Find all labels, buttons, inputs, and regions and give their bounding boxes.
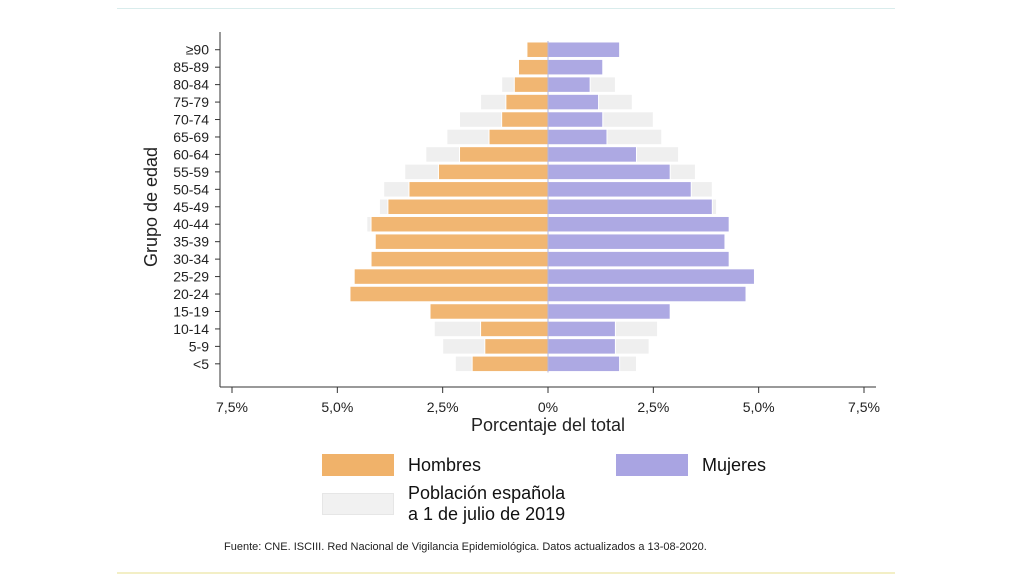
bar-hombres-65-69 <box>488 128 549 146</box>
y-tick-label-35-39: 35-39 <box>173 234 209 250</box>
y-axis-title: Grupo de edad <box>141 147 161 267</box>
legend-swatch-hombres <box>322 454 394 476</box>
bar-mujeres-20-24 <box>547 285 747 303</box>
legend-label-mujeres: Mujeres <box>702 454 767 475</box>
bar-mujeres-40-44 <box>547 215 730 233</box>
y-tick-label-25-29: 25-29 <box>173 269 209 285</box>
y-tick-label-75-79: 75-79 <box>173 94 209 110</box>
bar-hombres-40-44 <box>370 215 549 233</box>
y-tick-label-15-19: 15-19 <box>173 303 209 319</box>
y-tick-label-<5: <5 <box>193 356 209 372</box>
bar-hombres-45-49 <box>387 198 549 216</box>
y-tick-label-20-24: 20-24 <box>173 286 209 302</box>
x-tick-label-3: 0% <box>538 399 558 415</box>
legend-item-mujeres: Mujeres <box>616 454 766 476</box>
figure-frame <box>117 8 895 574</box>
legend-item-poblacion: Población española a 1 de julio de 2019 <box>322 483 565 525</box>
y-tick-label-55-59: 55-59 <box>173 164 209 180</box>
y-tick-label-≥90: ≥90 <box>186 42 209 58</box>
bar-mujeres-10-14 <box>547 320 616 338</box>
bar-mujeres-60-64 <box>547 146 637 163</box>
bar-hombres-35-39 <box>374 233 549 250</box>
bar-hombres-80-84 <box>513 76 549 93</box>
legend-label-poblacion: Población española a 1 de julio de 2019 <box>408 483 566 524</box>
x-axis-title: Porcentaje del total <box>471 415 625 435</box>
bar-mujeres-5-9 <box>547 338 616 355</box>
y-tick-label-10-14: 10-14 <box>173 321 209 337</box>
bar-hombres-15-19 <box>429 303 549 320</box>
bar-mujeres-35-39 <box>547 233 726 250</box>
bar-hombres-≥90 <box>526 41 549 58</box>
bar-mujeres-15-19 <box>547 303 671 320</box>
bar-mujeres-50-54 <box>547 181 692 198</box>
x-tick-label-2: 2,5% <box>427 399 459 415</box>
x-tick-label-1: 5,0% <box>321 399 353 415</box>
y-tick-label-85-89: 85-89 <box>173 59 209 75</box>
y-tick-label-45-49: 45-49 <box>173 199 209 215</box>
bar-mujeres-<5 <box>547 355 621 373</box>
bar-hombres-50-54 <box>408 181 549 198</box>
legend-label-hombres: Hombres <box>408 454 482 475</box>
bar-hombres-75-79 <box>505 93 549 111</box>
bar-hombres-25-29 <box>353 268 549 285</box>
y-tick-label-60-64: 60-64 <box>173 146 209 162</box>
bar-hombres-60-64 <box>459 146 549 163</box>
y-tick-label-70-74: 70-74 <box>173 112 209 128</box>
x-tick-label-4: 2,5% <box>637 399 669 415</box>
bar-mujeres-25-29 <box>547 268 755 285</box>
x-tick-label-6: 7,5% <box>848 399 880 415</box>
bar-hombres-85-89 <box>518 58 549 76</box>
bars-layer <box>349 41 755 373</box>
y-tick-label-40-44: 40-44 <box>173 216 209 232</box>
legend-item-hombres: Hombres <box>322 454 481 476</box>
source-note: Fuente: CNE. ISCIII. Red Nacional de Vig… <box>224 541 707 553</box>
bar-mujeres-70-74 <box>547 111 604 128</box>
y-tick-label-80-84: 80-84 <box>173 77 209 93</box>
bar-mujeres-55-59 <box>547 163 671 181</box>
bar-hombres-<5 <box>471 355 549 373</box>
bar-hombres-5-9 <box>484 338 549 355</box>
bar-hombres-10-14 <box>480 320 549 338</box>
bar-mujeres-30-34 <box>547 250 730 268</box>
bar-hombres-20-24 <box>349 285 549 303</box>
bar-mujeres-75-79 <box>547 93 600 111</box>
x-tick-label-5: 5,0% <box>743 399 775 415</box>
bar-hombres-30-34 <box>370 250 549 268</box>
y-tick-label-5-9: 5-9 <box>189 338 209 354</box>
bar-mujeres-45-49 <box>547 198 713 216</box>
x-tick-label-0: 7,5% <box>216 399 248 415</box>
legend-swatch-poblacion <box>322 493 394 515</box>
bar-mujeres-85-89 <box>547 58 604 76</box>
y-tick-label-50-54: 50-54 <box>173 181 209 197</box>
legend-swatch-mujeres <box>616 454 688 476</box>
bar-mujeres-65-69 <box>547 128 608 146</box>
bar-hombres-70-74 <box>501 111 549 128</box>
y-tick-label-30-34: 30-34 <box>173 251 209 267</box>
y-tick-label-65-69: 65-69 <box>173 129 209 145</box>
bar-mujeres-≥90 <box>547 41 621 58</box>
bar-mujeres-80-84 <box>547 76 591 93</box>
bar-hombres-55-59 <box>437 163 549 181</box>
